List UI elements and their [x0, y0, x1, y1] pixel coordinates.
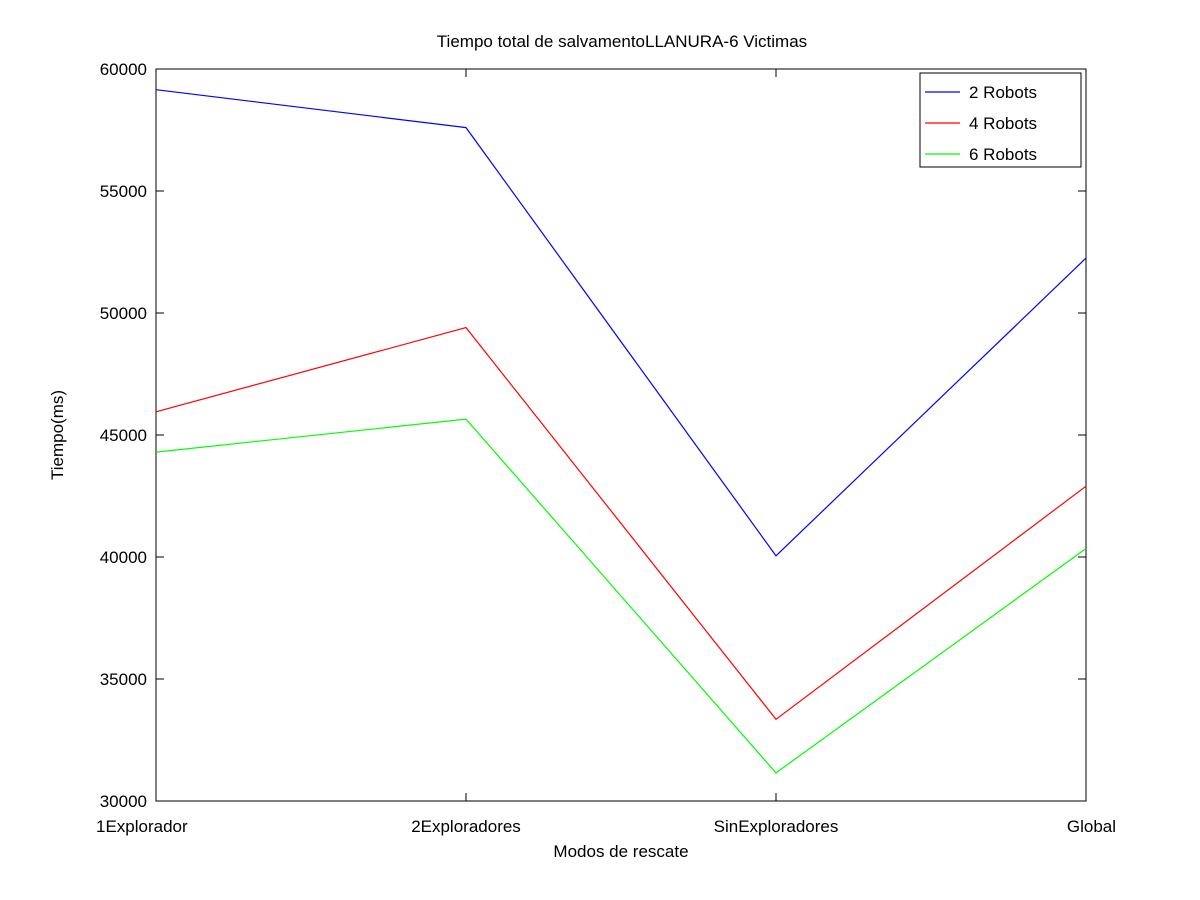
x-tick-label: 1Explorador	[96, 817, 188, 836]
x-axis-tick-labels: 1Explorador 2Exploradores SinExploradores G…	[96, 817, 1116, 836]
chart-title: Tiempo total de salvamentoLLANURA-6 Vict…	[437, 32, 807, 51]
series-line-4-robots	[155, 326, 1087, 721]
x-tick-label: Global	[1067, 817, 1116, 836]
legend: 2 Robots 4 Robots 6 Robots	[919, 72, 1082, 168]
legend-box	[919, 72, 1082, 168]
y-tick-label: 50000	[100, 304, 147, 323]
series-line-2-robots	[155, 89, 1087, 557]
plot-area	[155, 68, 1087, 802]
y-tick-label: 30000	[100, 792, 147, 811]
series-lines	[155, 89, 1087, 774]
y-axis-title: Tiempo(ms)	[48, 390, 67, 480]
y-tick-label: 45000	[100, 426, 147, 445]
series-line-6-robots	[155, 418, 1087, 774]
x-axis-ticks	[155, 69, 1087, 801]
x-tick-label: 2Exploradores	[411, 817, 521, 836]
y-tick-label: 40000	[100, 548, 147, 567]
y-axis-ticks	[156, 68, 1086, 802]
legend-label-6-robots: 6 Robots	[969, 145, 1037, 164]
x-axis-title: Modos de rescate	[553, 842, 688, 861]
y-tick-label: 55000	[100, 182, 147, 201]
x-tick-label: SinExploradores	[714, 817, 839, 836]
y-tick-label: 60000	[100, 60, 147, 79]
legend-label-4-robots: 4 Robots	[969, 114, 1037, 133]
legend-entries: 2 Robots 4 Robots 6 Robots	[925, 83, 1037, 164]
y-tick-label: 35000	[100, 670, 147, 689]
y-axis-tick-labels: 30000 35000 40000 45000 50000 55000 60000	[100, 60, 147, 811]
legend-label-2-robots: 2 Robots	[969, 83, 1037, 102]
